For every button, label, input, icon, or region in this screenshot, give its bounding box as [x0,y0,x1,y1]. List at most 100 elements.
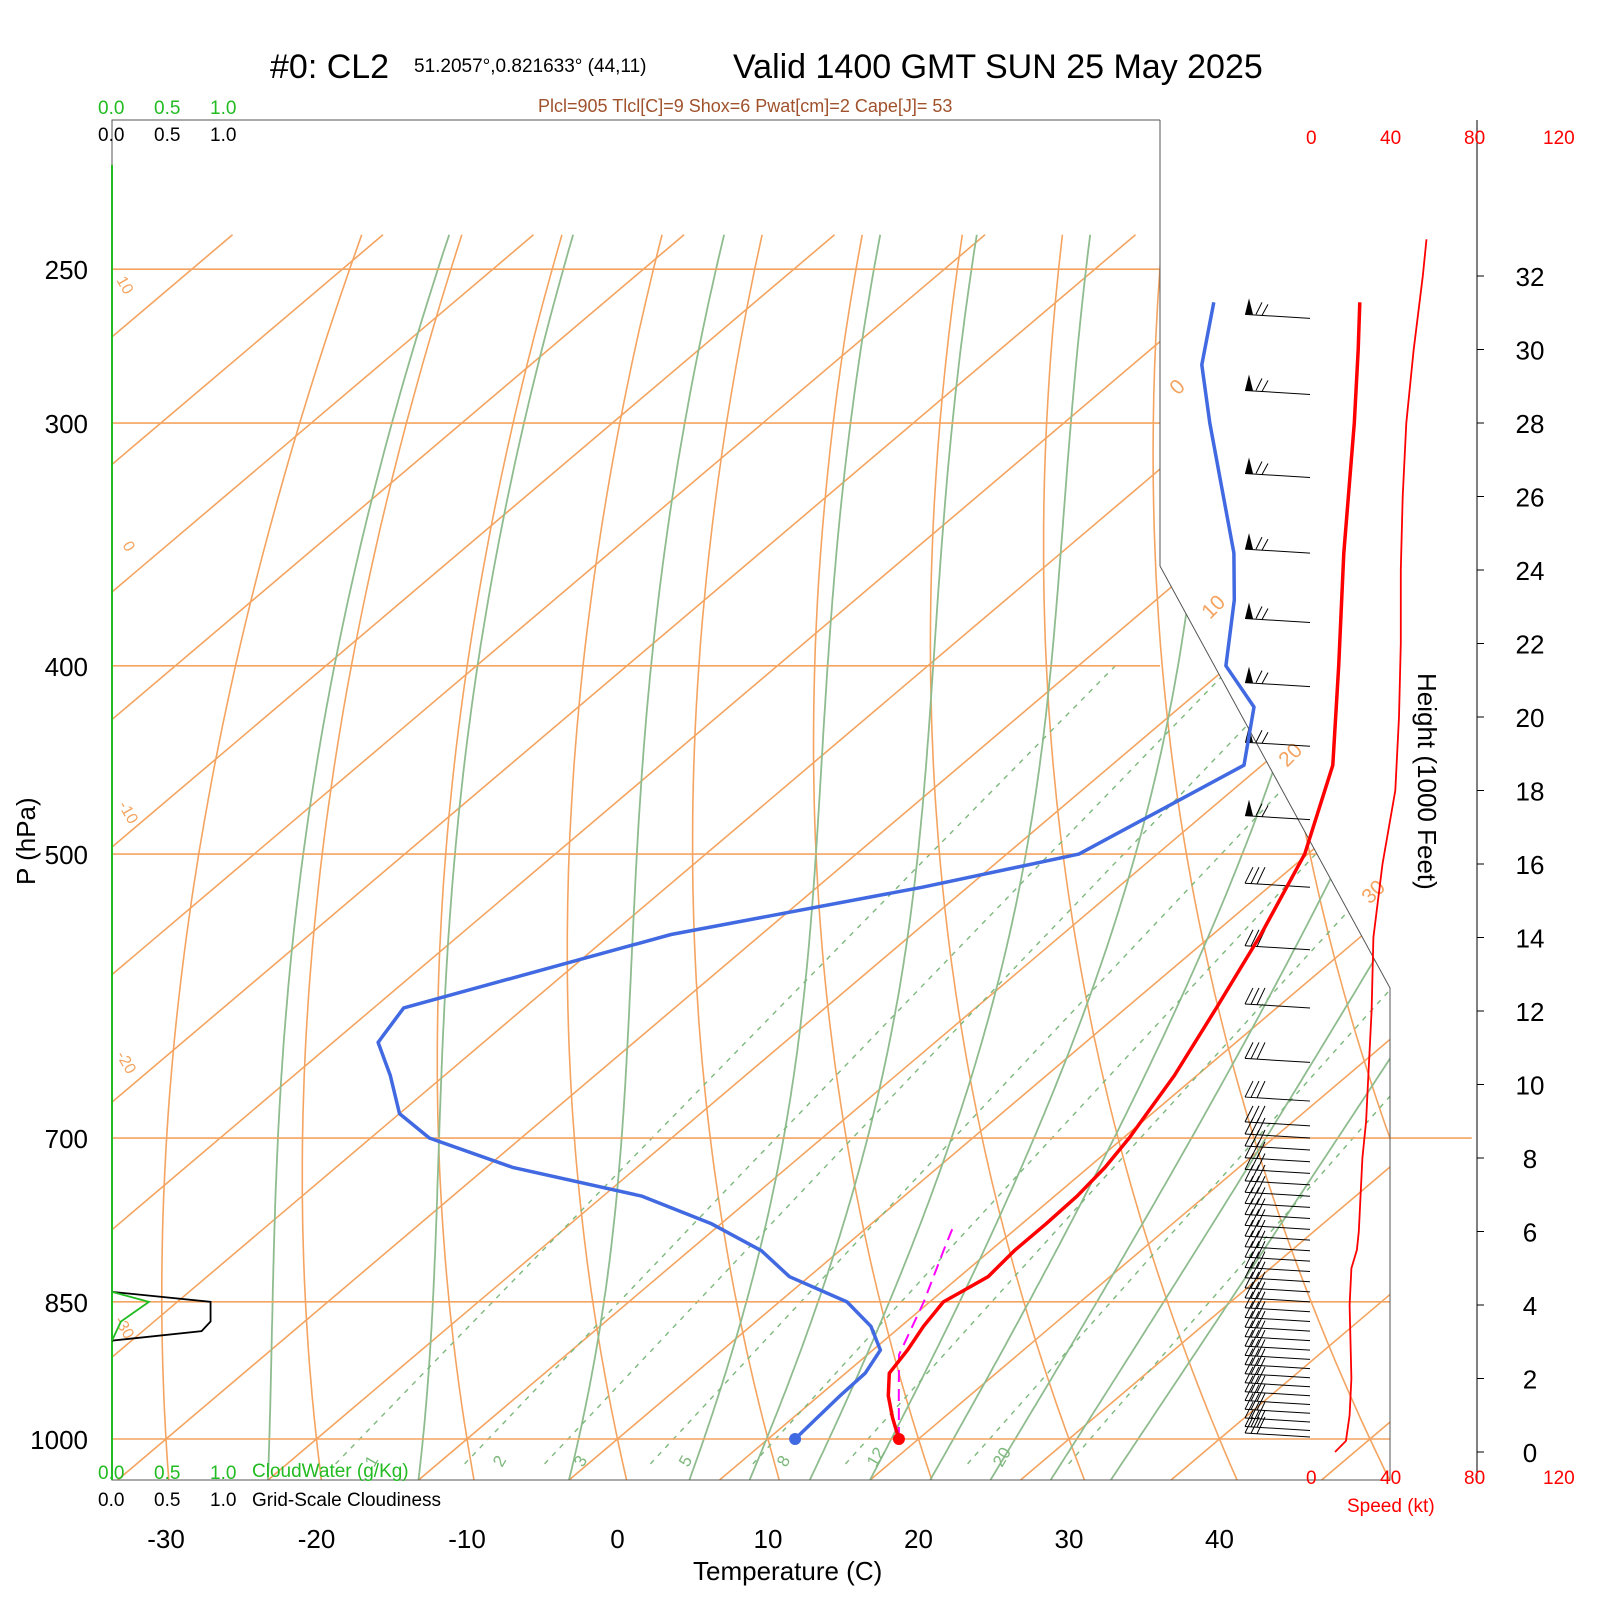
mixing-ratio-lines [335,665,1390,1465]
wind-barb-feather [1256,1291,1266,1309]
height-tick-label: 32 [1516,262,1545,292]
station-title: #0: CL2 [270,48,389,86]
height-tick-label: 26 [1516,483,1545,513]
wind-barb-feather [1250,1329,1260,1347]
wind-barb-feather [1250,929,1260,947]
wind-barb-flag [1245,533,1253,550]
wind-barb-staff [1244,1096,1311,1102]
sounding-profiles [376,301,1362,1445]
mixing-ratio-line [1068,665,1390,1465]
speed-label: Speed (kt) [1347,1496,1435,1517]
wind-barb-feather [1256,1301,1266,1319]
temperature-tick-label: 40 [1205,1524,1234,1554]
wind-barb-feather [1244,1187,1254,1204]
wind-barb-feather [1255,606,1263,619]
isotherm-line [112,234,384,1480]
wind-barb-staff [1244,1121,1311,1127]
cloudwater-label: CloudWater (g/Kg) [252,1461,409,1482]
speed-tick: 120 [1543,128,1575,149]
wind-barb-staff [1244,1133,1311,1139]
wind-barb-feather [1250,1320,1260,1338]
pressure-ticks: 250 300 400 500 700 850 1000 [30,255,88,1455]
mixing-ratio-line [544,665,1306,1465]
pressure-tick-label: 400 [45,652,88,682]
wind-barb-staff [1244,1426,1311,1432]
wind-barb-flag [1245,799,1253,816]
wind-barb-feather [1255,378,1263,391]
wind-barb-feather [1261,805,1269,817]
dry-adiabat-line [1361,234,1390,1480]
wind-barb-feather [1244,1384,1254,1401]
isotherm-label: 20 [1274,739,1307,772]
pressure-tick-label: 850 [45,1288,88,1318]
wind-barb-feather [1244,929,1254,946]
isotherm-lines [112,234,1390,1480]
wind-barb-staff [1244,815,1311,821]
wind-barb-staff [1244,1373,1311,1379]
wind-barb-staff [1244,313,1311,319]
adiabat-label: -10 [115,799,141,828]
wind-barb-feather [1256,1271,1266,1289]
wind-barb-feather [1244,1153,1254,1170]
adiabat-label: 0 [119,539,138,555]
wind-barb-staff [1244,1408,1311,1414]
wind-barb-feather [1256,1230,1266,1248]
wind-barb-staff [1244,945,1311,951]
isotherm-line [112,234,836,1480]
isotherm-label: 0 [1165,375,1190,400]
wind-barb-staff [1244,1145,1311,1151]
moist-adiabat-line [989,234,1390,1480]
wind-barb-feather [1244,1164,1254,1182]
wind-barb-feather [1250,866,1260,884]
wind-barb-feather [1250,1291,1260,1309]
temperature-ticks: -30 -20 -10 0 10 20 30 40 [147,1524,1234,1554]
isotherm-line [112,234,1287,1480]
wind-barb-staff [1244,548,1311,554]
dewpoint-line [376,301,1256,1441]
mixing-ratio-label: 12 [863,1444,889,1470]
x-axis-title: Temperature (C) [693,1556,882,1586]
wind-barb-feather [1256,1198,1266,1216]
wind-barb-feather [1256,1153,1266,1171]
isotherm-line [417,234,1390,1480]
wind-barb-feather [1250,1042,1260,1060]
wind-barb-feather [1255,670,1263,683]
dry-adiabat-line [1152,234,1390,1480]
wind-barb-feather [1250,1209,1260,1226]
cloudiness-tick: 0.5 [154,125,180,146]
temperature-tick-label: 10 [754,1524,783,1554]
wind-barb-feather [1250,1198,1260,1216]
isotherm-label: 10 [1197,591,1230,624]
wind-barb-feather [1244,1042,1254,1059]
height-tick-label: 16 [1516,850,1545,880]
wind-barb-staff [1244,682,1311,688]
moist-adiabat-line [267,234,451,1480]
isotherm-line [112,234,535,1480]
wind-barb-feather [1250,1230,1260,1248]
wind-barb-staff [1244,1180,1311,1186]
wind-barb-feather [1256,1329,1266,1348]
speed-tick: 0 [1306,128,1317,149]
wind-barb-feather [1256,1401,1266,1419]
surface-temperature-dot [892,1433,905,1445]
wind-barb-feather [1256,1080,1266,1099]
cloudwater-tick: 0.5 [154,1463,180,1484]
height-tick-label: 22 [1516,630,1545,660]
wind-barb-feather [1256,1187,1266,1205]
wind-barb-feather [1256,1416,1266,1435]
pressure-tick-label: 300 [45,409,88,439]
wind-barb-feather [1250,1366,1260,1384]
speed-tick: 80 [1464,128,1485,149]
wind-barb-staff [1244,389,1311,395]
cloudwater-tick: 0.0 [98,1463,124,1484]
wind-barb-feather [1250,1187,1260,1205]
wind-barb-feather [1261,380,1269,392]
wind-barb-feather [1250,1375,1260,1393]
plot-frame [111,119,1391,1481]
wind-barb-feather [1256,1366,1266,1384]
wind-barb-feather [1244,1410,1254,1427]
wind-barb-feather [1250,1240,1260,1258]
wind-barb-feather [1244,1176,1254,1193]
wind-barb-flag [1245,602,1253,619]
wind-barb-feather [1256,1375,1266,1393]
